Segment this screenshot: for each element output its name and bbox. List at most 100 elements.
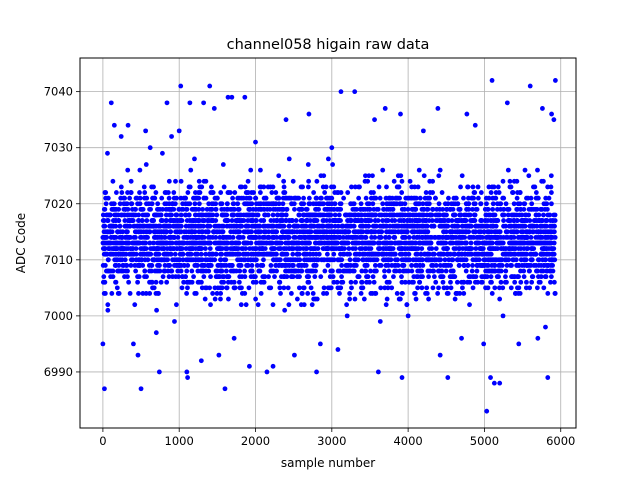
data-point	[189, 246, 195, 252]
y-tick-label: 7010	[44, 253, 73, 267]
data-point	[325, 263, 331, 268]
data-point	[269, 229, 275, 235]
data-point	[261, 184, 267, 190]
data-point	[413, 201, 419, 207]
data-point	[457, 240, 463, 246]
data-point	[213, 201, 219, 207]
data-point	[517, 190, 523, 195]
data-point	[201, 178, 207, 184]
data-point	[331, 279, 337, 285]
data-point	[195, 234, 201, 240]
data-point	[192, 263, 198, 268]
data-point	[224, 285, 230, 291]
data-point	[470, 184, 476, 190]
data-point	[421, 173, 427, 179]
data-point	[183, 212, 189, 218]
data-point	[142, 274, 147, 280]
data-point	[147, 268, 152, 274]
data-point	[533, 190, 539, 195]
data-point	[378, 234, 384, 240]
data-point	[228, 246, 234, 252]
data-point	[125, 268, 130, 274]
data-point	[206, 240, 212, 246]
data-point	[510, 212, 516, 218]
data-point	[169, 268, 175, 274]
data-point	[533, 251, 539, 257]
data-point	[224, 223, 230, 229]
data-point	[496, 229, 502, 235]
data-point	[160, 240, 166, 246]
data-point	[199, 246, 204, 252]
data-point	[119, 240, 125, 246]
data-point	[214, 291, 220, 296]
data-point	[177, 218, 183, 223]
data-point	[262, 246, 268, 252]
data-point	[489, 78, 495, 83]
data-point	[221, 240, 227, 246]
data-point	[122, 246, 127, 252]
data-point	[125, 190, 130, 195]
data-point	[352, 89, 358, 95]
data-point	[208, 302, 213, 308]
data-point	[342, 229, 347, 235]
data-point	[479, 279, 484, 285]
data-point	[247, 363, 252, 369]
data-point	[419, 212, 425, 218]
data-point	[365, 229, 371, 235]
data-point	[504, 263, 510, 268]
data-point	[516, 341, 522, 347]
data-point	[392, 268, 397, 274]
data-point	[399, 291, 405, 296]
data-point	[487, 212, 493, 218]
data-point	[236, 218, 242, 223]
data-point	[504, 100, 510, 106]
data-point	[339, 246, 345, 252]
data-point	[433, 279, 439, 285]
data-point	[249, 212, 255, 218]
data-point	[430, 206, 436, 212]
data-point	[382, 274, 388, 280]
data-point	[519, 218, 525, 223]
data-point	[143, 128, 149, 134]
data-point	[490, 223, 496, 229]
data-point	[458, 212, 464, 218]
data-point	[362, 218, 368, 223]
data-point	[242, 291, 248, 296]
data-point	[359, 285, 364, 291]
data-point	[324, 195, 329, 201]
data-point	[378, 263, 384, 268]
data-point	[117, 223, 123, 229]
data-point	[167, 234, 173, 240]
data-point	[293, 268, 299, 274]
data-point	[382, 106, 388, 111]
data-point	[436, 173, 442, 179]
data-point	[325, 223, 331, 229]
data-points	[100, 78, 558, 414]
data-point	[151, 257, 157, 263]
y-tick-label: 7000	[44, 309, 73, 323]
data-point	[527, 218, 533, 223]
data-point	[241, 212, 247, 218]
data-point	[386, 268, 392, 274]
data-point	[336, 212, 342, 218]
data-point	[430, 251, 436, 257]
data-point	[418, 251, 424, 257]
data-point	[158, 212, 164, 218]
data-point	[401, 268, 407, 274]
data-point	[212, 257, 218, 263]
data-point	[200, 234, 205, 240]
data-point	[397, 251, 403, 257]
data-point	[156, 251, 162, 257]
data-point	[105, 150, 110, 156]
data-point	[373, 251, 379, 257]
data-point	[322, 268, 328, 274]
data-point	[514, 195, 520, 201]
data-point	[478, 190, 484, 195]
data-point	[424, 257, 429, 263]
data-point	[210, 251, 215, 257]
data-point	[166, 195, 172, 201]
data-point	[340, 279, 346, 285]
data-point	[218, 257, 223, 263]
data-point	[273, 190, 279, 195]
